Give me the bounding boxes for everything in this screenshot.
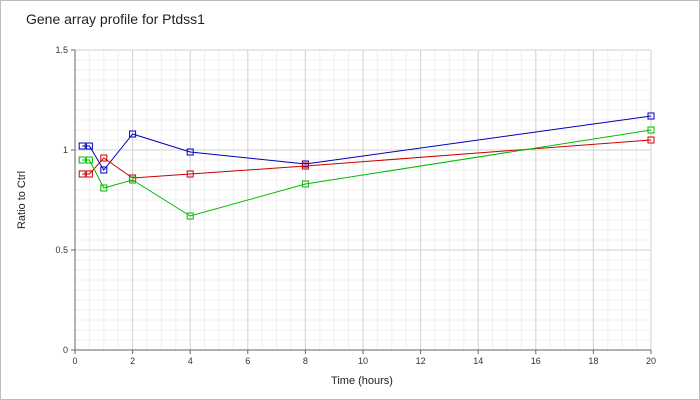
data-point-marker [301, 180, 309, 188]
series-line [82, 129, 652, 217]
x-tick-label: 16 [531, 356, 541, 366]
series-line [82, 139, 652, 179]
data-point-marker [186, 148, 194, 156]
x-tick-label: 20 [646, 356, 656, 366]
series-1 [78, 112, 655, 174]
y-axis-label: Ratio to Ctrl [16, 171, 28, 229]
data-point-marker [100, 166, 108, 174]
x-tick-label: 12 [416, 356, 426, 366]
x-tick-label: 18 [588, 356, 598, 366]
data-series [78, 112, 655, 220]
x-tick-label: 14 [473, 356, 483, 366]
data-point-marker [647, 112, 655, 120]
y-tick-label: 0.5 [55, 245, 68, 255]
x-axis-label: Time (hours) [331, 375, 393, 387]
x-tick-label: 10 [358, 356, 368, 366]
chart-title: Gene array profile for Ptdss1 [26, 11, 205, 27]
data-point-marker [78, 156, 86, 164]
x-tick-label: 2 [130, 356, 135, 366]
x-tick-label: 8 [303, 356, 308, 366]
data-point-marker [129, 176, 137, 184]
data-point-marker [85, 156, 93, 164]
data-point-marker [85, 142, 93, 150]
data-point-marker [647, 136, 655, 144]
x-tick-label: 6 [245, 356, 250, 366]
data-point-marker [186, 212, 194, 220]
data-point-marker [78, 170, 86, 178]
data-point-marker [129, 130, 137, 138]
data-point-marker [85, 170, 93, 178]
y-tick-label: 1.5 [55, 45, 68, 55]
data-point-marker [647, 126, 655, 134]
data-point-marker [100, 154, 108, 162]
series-2 [78, 136, 655, 182]
tick-labels: 0 2 4 6 8 10 12 14 16 18 20 0 0.5 1 1.5 [55, 45, 656, 366]
x-tick-label: 0 [72, 356, 77, 366]
data-point-marker [301, 162, 309, 170]
data-point-marker [186, 170, 194, 178]
data-point-marker [100, 184, 108, 192]
y-tick-label: 0 [63, 345, 68, 355]
axes [71, 49, 652, 354]
data-point-marker [78, 142, 86, 150]
series-3 [78, 126, 655, 220]
series-line [82, 115, 652, 171]
x-tick-label: 4 [188, 356, 193, 366]
y-tick-label: 1 [63, 145, 68, 155]
